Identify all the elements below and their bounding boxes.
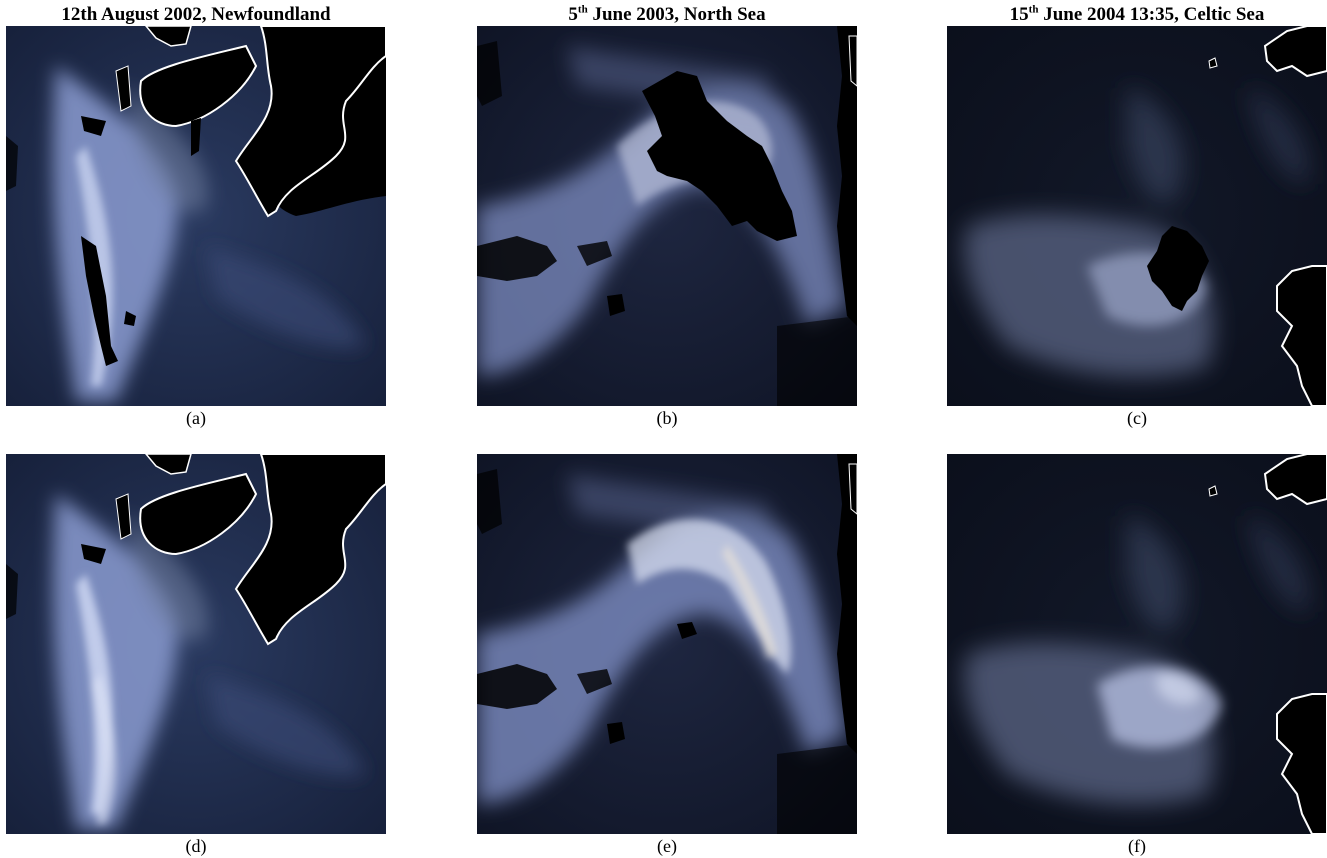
satellite-image-c bbox=[947, 26, 1327, 406]
title-sup: th bbox=[577, 3, 588, 16]
satellite-image-panel-e bbox=[477, 454, 857, 834]
satellite-image-d bbox=[6, 454, 386, 834]
panel-caption-a: (a) bbox=[186, 408, 206, 428]
title-prefix: 15 bbox=[1009, 4, 1029, 25]
satellite-image-panel-b bbox=[477, 26, 857, 406]
satellite-image-panel-f bbox=[947, 454, 1327, 834]
panel-caption-d: (d) bbox=[185, 836, 207, 856]
satellite-image-e bbox=[477, 454, 857, 834]
panel-caption-e: (e) bbox=[657, 836, 677, 856]
satellite-image-f bbox=[947, 454, 1327, 834]
satellite-image-panel-c bbox=[947, 26, 1327, 406]
title-sup: th bbox=[1028, 3, 1039, 16]
title-prefix: 12th August 2002, Newfoundland bbox=[61, 4, 331, 25]
column-title-north-sea: 5th June 2003, North Sea bbox=[477, 4, 857, 26]
title-prefix: 5 bbox=[568, 4, 578, 25]
satellite-image-b bbox=[477, 26, 857, 406]
panel-caption-c: (c) bbox=[1127, 408, 1147, 428]
satellite-image-a bbox=[6, 26, 386, 406]
panel-caption-b: (b) bbox=[656, 408, 678, 428]
column-title-celtic-sea: 15th June 2004 13:35, Celtic Sea bbox=[947, 4, 1327, 26]
satellite-image-panel-d bbox=[6, 454, 386, 834]
title-suffix: June 2004 13:35, Celtic Sea bbox=[1038, 4, 1265, 25]
satellite-image-panel-a bbox=[6, 26, 386, 406]
column-title-newfoundland: 12th August 2002, Newfoundland bbox=[6, 4, 386, 26]
title-suffix: June 2003, North Sea bbox=[587, 4, 766, 25]
panel-caption-f: (f) bbox=[1128, 836, 1146, 856]
